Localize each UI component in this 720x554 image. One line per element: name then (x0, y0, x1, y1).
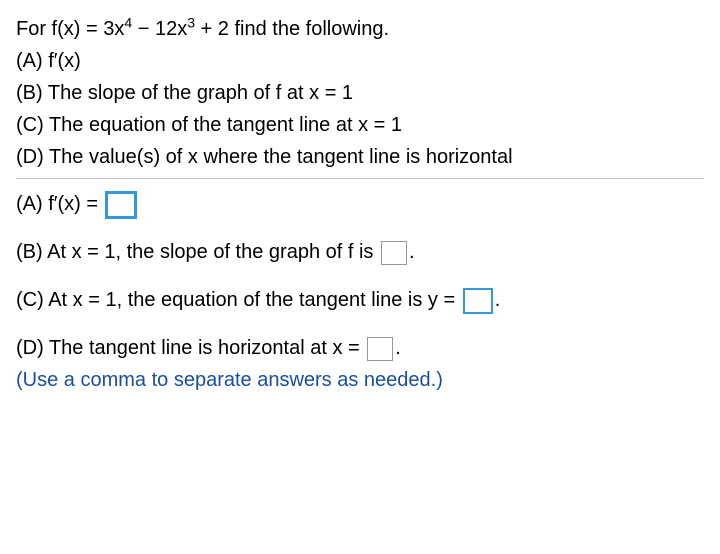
answer-c-label: (C) At x = 1, the equation of the tangen… (16, 289, 461, 311)
answer-d-row: (D) The tangent line is horizontal at x … (16, 333, 704, 363)
section-divider (16, 178, 704, 179)
answer-b-after: . (409, 241, 415, 263)
answer-c-after: . (495, 289, 501, 311)
answer-d-hint: (Use a comma to separate answers as need… (16, 365, 704, 395)
answer-d-after: . (395, 337, 401, 359)
answer-a-label: (A) f′(x) = (16, 193, 104, 215)
part-d-label: (D) The value(s) of x where the tangent … (16, 142, 704, 172)
answer-b-label: (B) At x = 1, the slope of the graph of … (16, 241, 379, 263)
problem-statement: For f(x) = 3x4 − 12x3 + 2 find the follo… (16, 14, 704, 44)
function-expression: 3x4 − 12x3 + 2 find the following. (103, 18, 389, 40)
answer-b-row: (B) At x = 1, the slope of the graph of … (16, 237, 704, 267)
answer-b-input[interactable] (381, 241, 407, 265)
answer-c-row: (C) At x = 1, the equation of the tangen… (16, 285, 704, 315)
answer-d-label: (D) The tangent line is horizontal at x … (16, 337, 365, 359)
answer-block: (A) f′(x) = (B) At x = 1, the slope of t… (16, 189, 704, 395)
part-a-label: (A) f′(x) (16, 46, 704, 76)
answer-d-input[interactable] (367, 337, 393, 361)
part-b-label: (B) The slope of the graph of f at x = 1 (16, 78, 704, 108)
answer-a-row: (A) f′(x) = (16, 189, 704, 219)
intro-text: For f(x) = (16, 18, 103, 40)
answer-a-input[interactable] (106, 192, 136, 218)
part-c-label: (C) The equation of the tangent line at … (16, 110, 704, 140)
answer-c-input[interactable] (463, 288, 493, 314)
question-block: For f(x) = 3x4 − 12x3 + 2 find the follo… (16, 14, 704, 172)
